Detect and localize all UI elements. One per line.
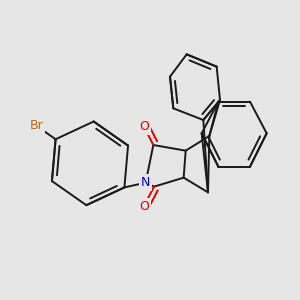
Text: O: O xyxy=(139,120,149,133)
Text: N: N xyxy=(141,176,150,189)
Text: O: O xyxy=(139,200,149,212)
Text: Br: Br xyxy=(30,119,44,133)
